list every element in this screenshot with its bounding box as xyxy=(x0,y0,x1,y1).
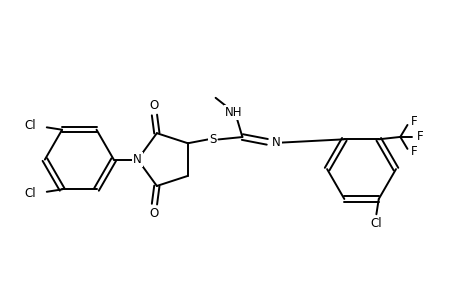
Text: Cl: Cl xyxy=(24,119,36,132)
Text: F: F xyxy=(416,130,423,143)
Text: S: S xyxy=(208,133,216,146)
Text: Cl: Cl xyxy=(24,187,36,200)
Text: Cl: Cl xyxy=(370,217,381,230)
Text: O: O xyxy=(150,207,159,220)
Text: F: F xyxy=(410,145,416,158)
Text: O: O xyxy=(150,99,159,112)
Text: N: N xyxy=(271,136,280,149)
Text: NH: NH xyxy=(224,106,242,119)
Text: F: F xyxy=(410,115,416,128)
Text: N: N xyxy=(133,153,142,166)
